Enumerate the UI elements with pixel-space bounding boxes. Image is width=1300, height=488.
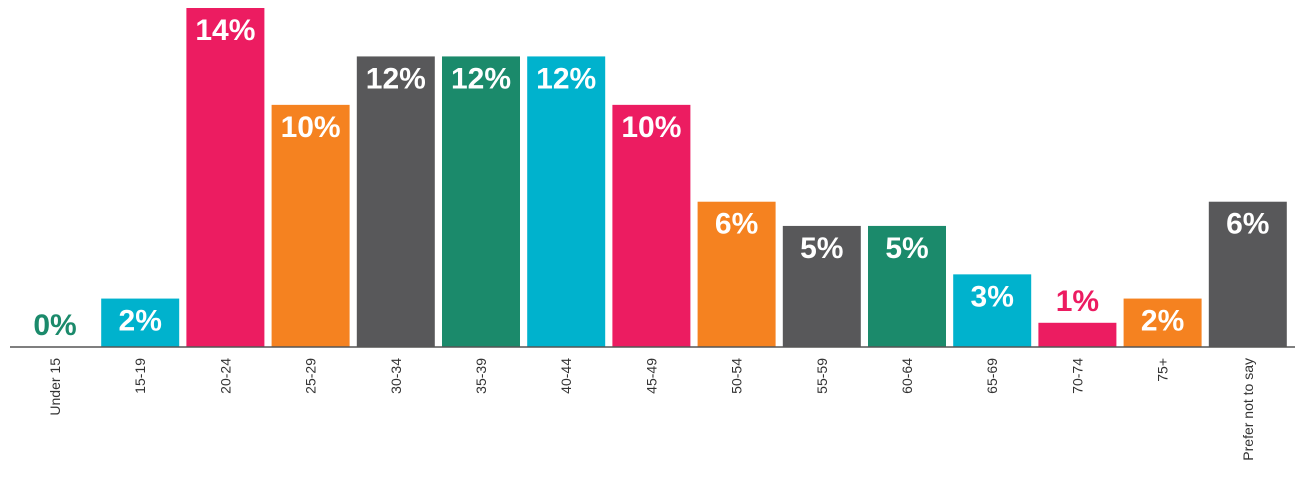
value-label: 10% bbox=[281, 111, 341, 144]
bar bbox=[953, 274, 1032, 347]
value-label: 3% bbox=[971, 280, 1014, 313]
value-label: 2% bbox=[1141, 305, 1184, 338]
bar bbox=[868, 225, 946, 347]
category-label: 75+ bbox=[1155, 358, 1171, 382]
category-label: 50-54 bbox=[729, 358, 745, 394]
category-label: 55-59 bbox=[814, 358, 830, 394]
value-label: 6% bbox=[715, 208, 758, 241]
bar bbox=[1123, 298, 1202, 347]
bar bbox=[356, 56, 435, 348]
category-label: 25-29 bbox=[303, 358, 319, 394]
category-label: Under 15 bbox=[47, 358, 63, 416]
value-label: 0% bbox=[33, 309, 76, 342]
value-label: 5% bbox=[800, 232, 843, 265]
category-label: 30-34 bbox=[388, 358, 404, 394]
category-label: 15-19 bbox=[132, 358, 148, 394]
value-label: 12% bbox=[366, 62, 426, 95]
bar bbox=[101, 298, 180, 347]
category-label: 35-39 bbox=[473, 358, 489, 394]
bar bbox=[1208, 201, 1287, 347]
category-label: 65-69 bbox=[984, 358, 1000, 394]
value-label: 12% bbox=[536, 62, 596, 95]
bar bbox=[527, 56, 606, 348]
bar bbox=[612, 104, 691, 347]
category-label: 40-44 bbox=[558, 358, 574, 394]
value-label: 14% bbox=[195, 14, 255, 47]
bar bbox=[782, 225, 861, 347]
value-label: 5% bbox=[885, 232, 928, 265]
category-label: 20-24 bbox=[217, 358, 233, 394]
bar bbox=[442, 56, 520, 348]
bar bbox=[186, 8, 265, 347]
value-label: 2% bbox=[119, 305, 162, 338]
category-label: Prefer not to say bbox=[1240, 358, 1256, 461]
bar bbox=[1038, 322, 1117, 347]
category-label: 70-74 bbox=[1069, 358, 1085, 394]
category-label: 60-64 bbox=[899, 358, 915, 394]
bar bbox=[271, 104, 350, 347]
value-label: 12% bbox=[451, 62, 511, 95]
value-label: 10% bbox=[621, 111, 681, 144]
value-label: 6% bbox=[1226, 208, 1269, 241]
bar bbox=[697, 201, 776, 347]
category-label: 45-49 bbox=[643, 358, 659, 394]
value-label: 1% bbox=[1056, 285, 1099, 318]
